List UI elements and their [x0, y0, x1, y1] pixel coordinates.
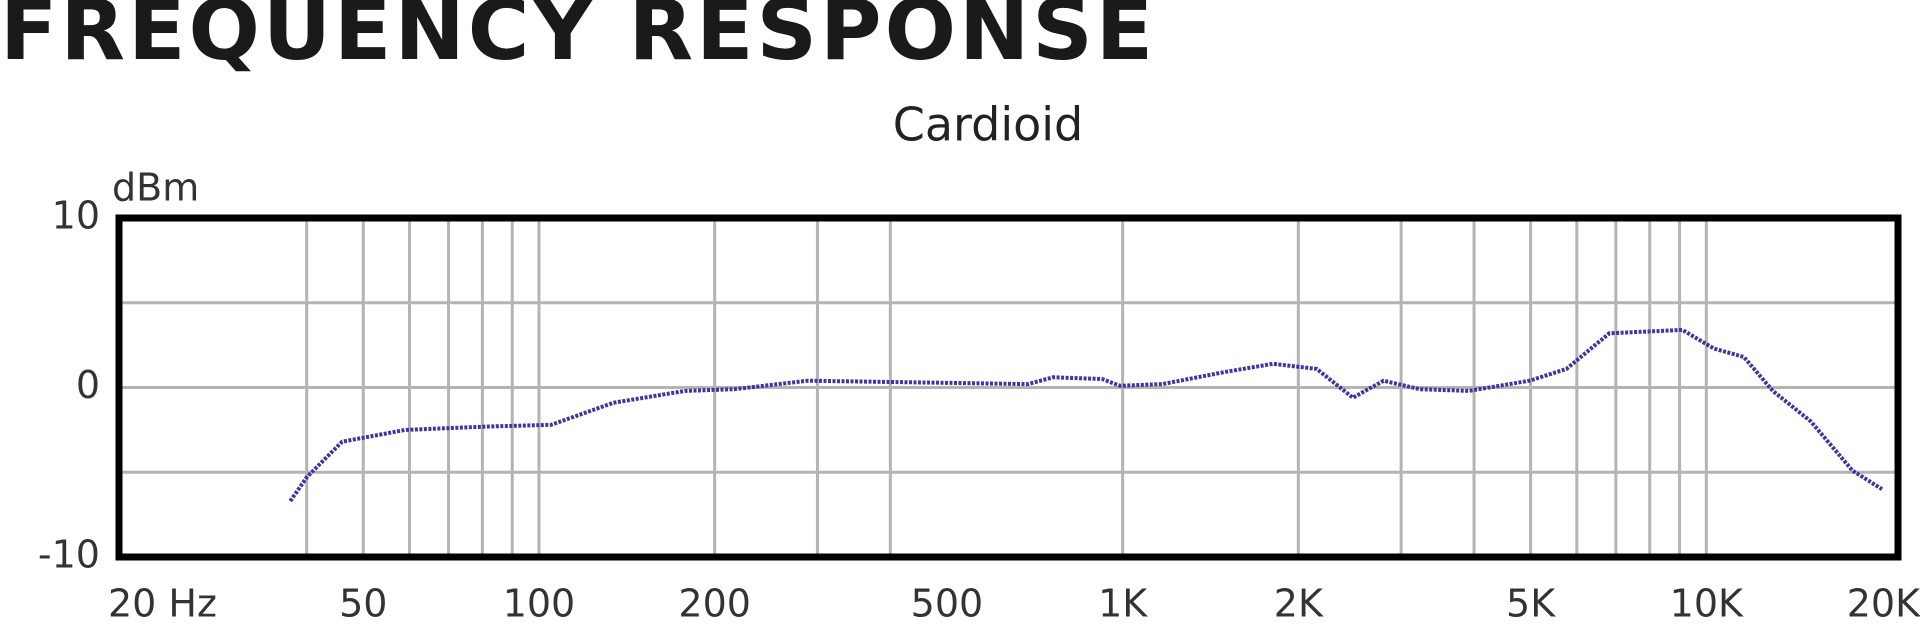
response-curve [288, 327, 1884, 503]
x-tick-label: 2K [1274, 582, 1324, 625]
x-tick-label: 20K [1847, 582, 1920, 625]
x-tick-label: 5K [1506, 582, 1556, 625]
x-tick-label: 50 [339, 582, 387, 625]
x-tick-label: 100 [503, 582, 576, 625]
chart-subtitle: Cardioid [893, 98, 1084, 152]
x-tick-label: 500 [911, 582, 984, 625]
y-tick-label: 0 [76, 363, 100, 407]
x-tick-label: 10K [1670, 582, 1744, 625]
y-axis-label: dBm [112, 166, 199, 210]
x-tick-label: 20 Hz [108, 582, 217, 625]
x-tick-label: 1K [1098, 582, 1148, 625]
y-tick-label: 10 [52, 194, 100, 238]
chart-title: FREQUENCY RESPONSE [0, 0, 1156, 79]
y-tick-label: -10 [38, 533, 100, 577]
x-tick-label: 200 [678, 582, 751, 625]
plot-frame [115, 214, 1902, 561]
